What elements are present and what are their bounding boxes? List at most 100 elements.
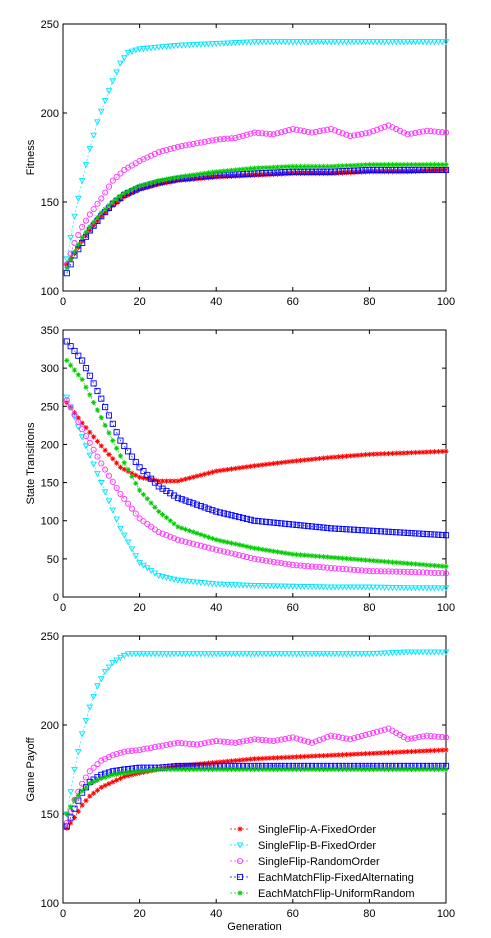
data-point [240,757,246,763]
data-point [106,781,112,787]
data-point [82,217,90,224]
legend: SingleFlip-A-FixedOrder SingleFlip-B-Fixe… [230,824,415,900]
data-point [228,766,235,773]
data-point [106,773,112,779]
data-point [128,453,135,460]
series-line [66,360,447,567]
data-point [259,557,266,564]
data-point [332,454,338,460]
data-point [190,529,196,535]
data-point [113,484,120,491]
data-point [267,461,273,467]
legend-label: SingleFlip-B-FixedOrder [258,840,376,852]
data-point [228,651,235,658]
data-point [151,44,159,52]
data-point [140,491,147,498]
data-point [240,543,246,549]
data-point [419,585,427,592]
legend-marker [237,890,243,896]
data-point [370,128,377,135]
data-point [336,752,342,758]
data-point [366,129,373,136]
data-point [109,78,117,85]
data-point [251,555,258,562]
data-point [428,168,434,174]
data-point [178,496,185,503]
data-point [282,766,288,773]
data-point [205,739,212,746]
data-point [385,766,392,773]
data-point [347,170,353,176]
data-point [301,562,308,569]
data-point [113,69,120,76]
data-point [209,766,215,773]
data-point [411,585,419,592]
data-point [366,750,372,757]
data-point [282,164,288,170]
data-point [248,172,254,179]
data-point [370,162,376,168]
x-tick-label: 0 [60,296,66,308]
data-point [121,495,128,502]
data-point [97,480,105,487]
data-point [225,173,231,180]
data-point [312,128,319,135]
data-point [75,352,82,359]
data-point [83,425,89,431]
data-point [225,466,231,473]
data-point [202,170,208,176]
y-tick-label: 150 [41,197,59,209]
data-point [125,448,132,455]
data-point [431,449,438,455]
data-point [308,129,316,136]
data-point [355,452,361,458]
data-point [109,507,117,514]
series-line [66,341,447,536]
data-point [224,40,232,47]
data-point [147,45,155,52]
data-point [113,657,120,664]
data-point [117,749,124,756]
data-point [178,143,185,150]
data-point [216,509,224,516]
data-point [320,163,327,169]
data-point [231,582,239,589]
data-point [248,756,254,762]
data-point [94,777,101,783]
data-point [377,727,384,734]
data-point [324,170,330,177]
data-point [320,524,327,531]
data-point [171,144,178,151]
data-point [416,168,422,174]
data-point [114,460,120,466]
data-point [286,766,292,773]
data-point [294,766,300,773]
data-point [320,735,327,742]
data-point [405,766,411,773]
data-point [442,649,450,656]
y-tick-label: 200 [41,439,59,451]
chart-panel-1: 0 20 40 60 80 100 100 150 200 250 Fitness [25,19,455,308]
data-point [331,733,338,740]
data-point [243,737,250,744]
data-point [297,562,304,569]
data-point [221,766,227,773]
data-point [332,170,338,176]
data-point [236,757,242,763]
legend-marker [236,873,244,881]
data-point [136,46,143,53]
data-point [71,766,78,774]
data-point [354,734,361,741]
data-point [247,554,254,561]
data-point [159,530,166,537]
data-point [101,98,109,105]
data-point [159,148,166,155]
data-point [289,561,296,569]
data-point [121,748,128,755]
data-point [305,738,312,745]
data-point [193,140,201,147]
data-point [197,503,204,510]
data-point [194,171,200,178]
data-point [239,39,247,46]
y-tick-label: 300 [41,363,59,375]
